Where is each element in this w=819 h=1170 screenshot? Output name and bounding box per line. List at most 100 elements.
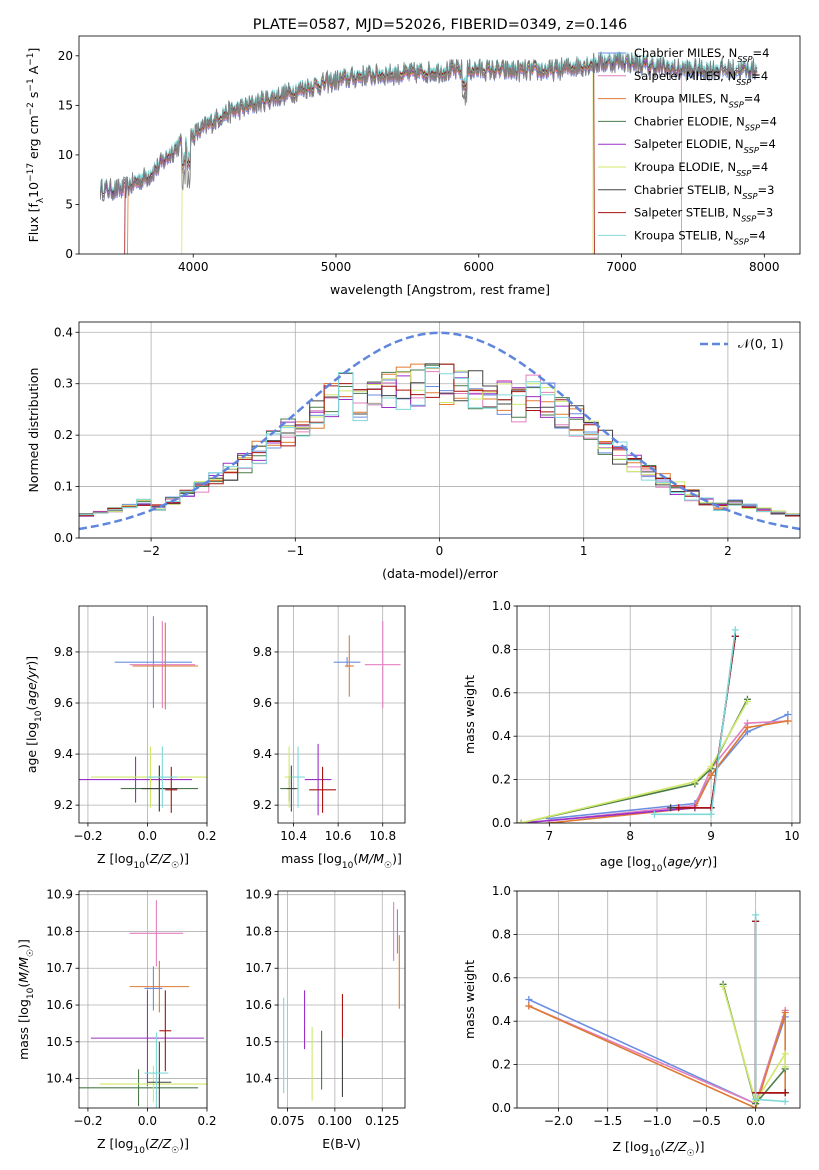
- plot-area: [79, 331, 800, 538]
- y-tick-label: 10.7: [46, 961, 73, 975]
- plot-area: [79, 900, 207, 1108]
- frame: 10.4 10.6 10.8 9.2 9.4 9.6 9.8: [253, 605, 406, 843]
- axes-frame: [516, 890, 801, 1109]
- legend-entry-label: Salpeter STELIB, NSSP=3: [634, 206, 773, 224]
- axes-spectrum: 4000 5000 6000 7000 8000 0 5 10 15 20 Chabrier MIL…: [58, 35, 801, 274]
- axes-residuals: −2 −1 0 1 2 0.0 0.1 0.2 0.3 0.4 𝒩(0, 1): [54, 321, 801, 558]
- y-tick-label: 0.0: [492, 1101, 511, 1115]
- x-tick-label: −1.0: [642, 1114, 671, 1128]
- x-tick-label: 7000: [606, 260, 637, 274]
- x-axis-label: wavelength [Angstrom, rest frame]: [330, 282, 550, 297]
- series-marker-salpeter-stelib: [675, 804, 683, 812]
- x-tick-label: 10: [784, 829, 799, 843]
- axes-age-vs-metallicity: −0.2 0.0 0.2 9.2 9.4 9.6 9.8: [54, 605, 217, 843]
- chart-title: PLATE=0587, MJD=52026, FIBERID=0349, z=0…: [253, 17, 627, 33]
- y-tick-label: 9.8: [54, 645, 73, 659]
- x-tick-label: 0.2: [197, 1114, 216, 1128]
- legend-entry-label: Salpeter ELODIE, NSSP=4: [634, 137, 776, 155]
- x-tick-label: 9: [707, 829, 715, 843]
- y-tick-label: 1.0: [492, 884, 511, 898]
- y-tick-label: 0.2: [492, 773, 511, 787]
- series-marker-chabrier-miles: [784, 711, 792, 718]
- plot-area: [283, 902, 400, 1101]
- series-line-kroupa-elodie: [520, 701, 749, 823]
- x-tick-label: 8000: [749, 260, 780, 274]
- y-tick-label: 0.8: [492, 927, 511, 941]
- x-tick-label: 0: [436, 544, 444, 558]
- axes-frame: [78, 605, 208, 824]
- y-tick-label: 0.6: [492, 971, 511, 985]
- series-marker-kroupa-elodie: [707, 763, 715, 771]
- series-marker-kroupa-stelib: [707, 810, 715, 818]
- series-marker-kroupa-elodie: [781, 1050, 789, 1058]
- axes-frame: [78, 890, 208, 1109]
- y-tick-label: 9.4: [253, 747, 272, 761]
- y-tick-label: 9.8: [253, 645, 272, 659]
- legend-entry-label: Salpeter MILES, NSSP=4: [634, 69, 768, 87]
- legend-entry-label: Kroupa ELODIE, NSSP=4: [634, 160, 768, 178]
- y-axis-label: Flux [fλ10−17 erg cm−2 s−1 A−1]: [26, 48, 46, 243]
- y-tick-label: 10.9: [46, 888, 73, 902]
- series-marker-chabrier-stelib: [667, 804, 675, 812]
- y-tick-label: 0.4: [492, 729, 511, 743]
- y-tick-label: 15: [58, 98, 73, 112]
- x-tick-label: 0.2: [197, 829, 216, 843]
- spectrum-legend: Chabrier MILES, NSSP=4 Salpeter MILES, NS…: [598, 46, 777, 246]
- y-tick-label: 0.1: [54, 480, 73, 494]
- series-line-salpeter-stelib: [754, 921, 786, 1094]
- y-tick-label: 9.6: [253, 696, 272, 710]
- x-axis-label: Z [log10(Z/Z☉)]: [97, 851, 189, 871]
- x-tick-label: 5000: [321, 260, 352, 274]
- axes-age-vs-mass: 10.4 10.6 10.8 9.2 9.4 9.6 9.8: [253, 605, 406, 843]
- series-marker-kroupa-elodie: [743, 697, 751, 705]
- x-tick-label: 10.6: [325, 829, 352, 843]
- x-tick-label: 2: [724, 544, 732, 558]
- x-tick-label: 6000: [463, 260, 494, 274]
- y-tick-label: 0.0: [54, 531, 73, 545]
- y-tick-label: 10.8: [46, 924, 73, 938]
- axes-mass-weight-vs-metallicity: −2.0 −1.5 −1.0 −0.5 0.0 0.0 0.2 0.4 0.6 0.8 1.0: [492, 884, 801, 1128]
- y-tick-label: 10.9: [245, 888, 272, 902]
- frame: −0.2 0.0 0.2 9.2 9.4 9.6 9.8: [54, 605, 217, 843]
- y-axis-label: mass weight: [462, 675, 477, 754]
- axes-mass-weight-vs-age: 7 8 9 10 0.0 0.2 0.4 0.6 0.8 1.0: [492, 599, 801, 843]
- legend-entry-label: Chabrier ELODIE, NSSP=4: [634, 114, 777, 132]
- plot-area: [280, 621, 401, 816]
- y-tick-label: 0.0: [492, 816, 511, 830]
- series-marker-kroupa-stelib: [731, 626, 739, 634]
- legend-entry-label: Chabrier MILES, NSSP=4: [634, 46, 769, 64]
- y-tick-label: 10.8: [245, 924, 272, 938]
- y-tick-label: 10.6: [245, 998, 272, 1012]
- y-tick-label: 10.4: [245, 1072, 272, 1086]
- plot-area: [100, 50, 758, 254]
- x-axis-label: mass [log10(M/M☉)]: [281, 851, 402, 871]
- series-marker-kroupa-miles: [743, 724, 751, 732]
- legend-entry-label: 𝒩(0, 1): [738, 336, 784, 351]
- series-marker-kroupa-stelib: [781, 1097, 789, 1105]
- y-tick-label: 0.2: [492, 1058, 511, 1072]
- series-marker-kroupa-stelib: [752, 1095, 760, 1103]
- x-tick-label: −0.2: [73, 1114, 102, 1128]
- series-marker-salpeter-stelib: [781, 1089, 789, 1097]
- y-tick-label: 10.5: [46, 1035, 73, 1049]
- plot-area: [79, 616, 207, 813]
- x-tick-label: 0.0: [746, 1114, 765, 1128]
- y-tick-label: 1.0: [492, 599, 511, 613]
- x-tick-label: 4000: [178, 260, 209, 274]
- frame: −2 −1 0 1 2 0.0 0.1 0.2 0.3 0.4 𝒩(0, 1): [54, 321, 801, 558]
- y-tick-label: 10.7: [245, 961, 272, 975]
- y-tick-label: 20: [58, 49, 73, 63]
- y-tick-label: 9.2: [54, 798, 73, 812]
- observed-spectrum-line: [100, 51, 758, 202]
- x-tick-label: −1.5: [593, 1114, 622, 1128]
- series-marker-kroupa-miles: [707, 771, 715, 779]
- frame: 0.075 0.100 0.125 10.4 10.5 10.6 10.7 10.8 10.9: [245, 888, 406, 1128]
- series-marker-kroupa-miles: [781, 1009, 789, 1017]
- y-tick-label: 9.2: [253, 798, 272, 812]
- y-tick-label: 9.6: [54, 696, 73, 710]
- x-tick-label: −0.5: [692, 1114, 721, 1128]
- series-line-chabrier-stelib: [754, 921, 786, 1094]
- histogram-kroupa-stelib: [79, 367, 800, 538]
- axes-frame: [277, 605, 406, 824]
- y-tick-label: 5: [65, 197, 73, 211]
